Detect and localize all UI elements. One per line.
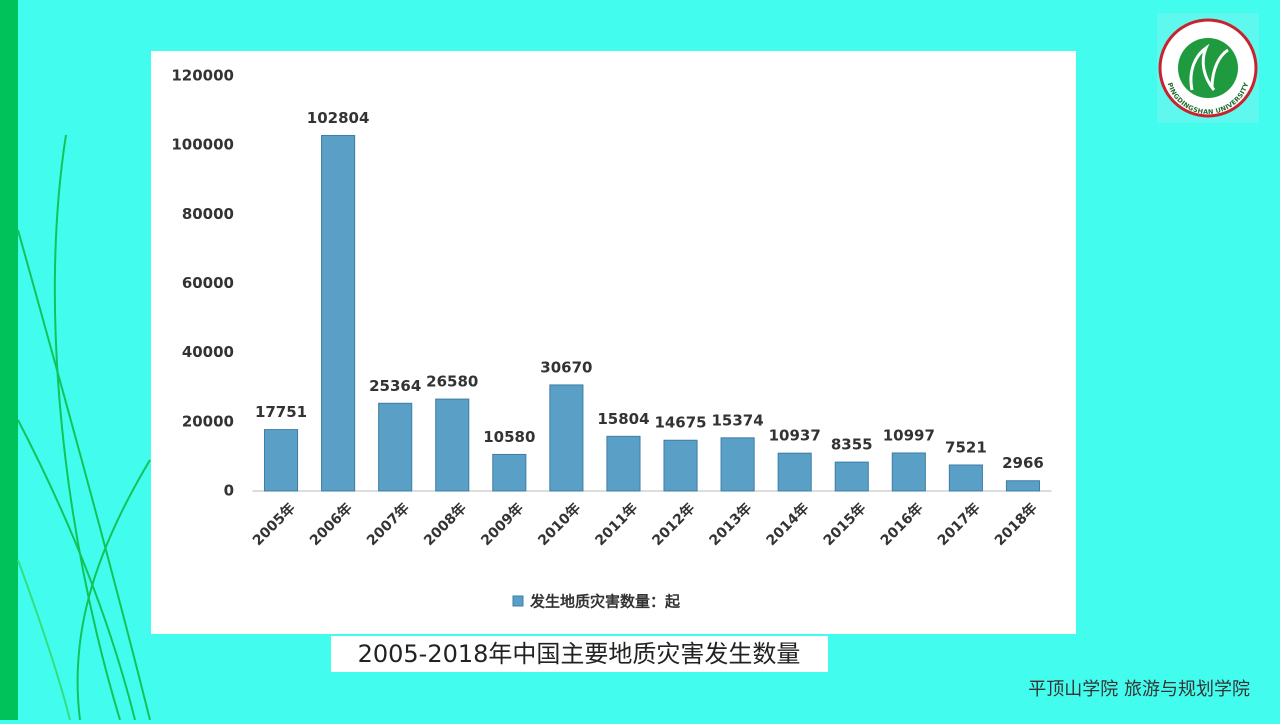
bar [549,384,584,492]
caption: 2005-2018年中国主要地质灾害发生数量 [358,640,801,668]
data-label: 15374 [712,411,764,429]
data-label: 2966 [1002,454,1044,472]
data-label: 8355 [831,436,873,454]
bar [435,398,470,492]
bar [606,435,641,492]
data-label: 15804 [597,410,649,428]
data-label: 25364 [369,377,421,395]
data-label: 102804 [307,109,370,127]
y-tick-label: 40000 [182,343,234,361]
legend-swatch [512,595,524,607]
chart-panel [151,51,1076,634]
data-label: 10580 [483,428,535,446]
y-tick-label: 20000 [182,412,234,430]
data-label: 10937 [769,427,821,445]
bar [492,453,527,492]
y-tick-label: 100000 [171,136,234,154]
side-strip [0,0,18,720]
bar [378,402,413,492]
y-tick-label: 80000 [182,205,234,223]
logo: PINGDINGSHAN UNIVERSITY [1157,13,1259,123]
data-label: 7521 [945,438,987,456]
legend-label: 发生地质灾害数量：起 [529,593,681,611]
data-label: 10997 [883,426,935,444]
y-tick-label: 0 [224,482,234,500]
data-label: 26580 [426,373,478,391]
bar [321,134,356,492]
bar [891,452,926,492]
data-label: 17751 [255,403,307,421]
bar [948,464,983,492]
bar [263,429,299,492]
caption-box [331,636,828,672]
y-tick-label: 60000 [182,274,234,292]
data-label: 14675 [654,414,706,432]
decoration [17,134,151,721]
bar [1005,480,1041,492]
y-tick-label: 120000 [171,67,234,85]
bar [720,437,755,492]
bar [663,439,698,492]
logo-mark [1189,43,1229,91]
footer: 平顶山学院 旅游与规划学院 [1028,679,1250,700]
bar [777,452,812,492]
data-label: 30670 [540,358,592,376]
bar [834,461,869,492]
